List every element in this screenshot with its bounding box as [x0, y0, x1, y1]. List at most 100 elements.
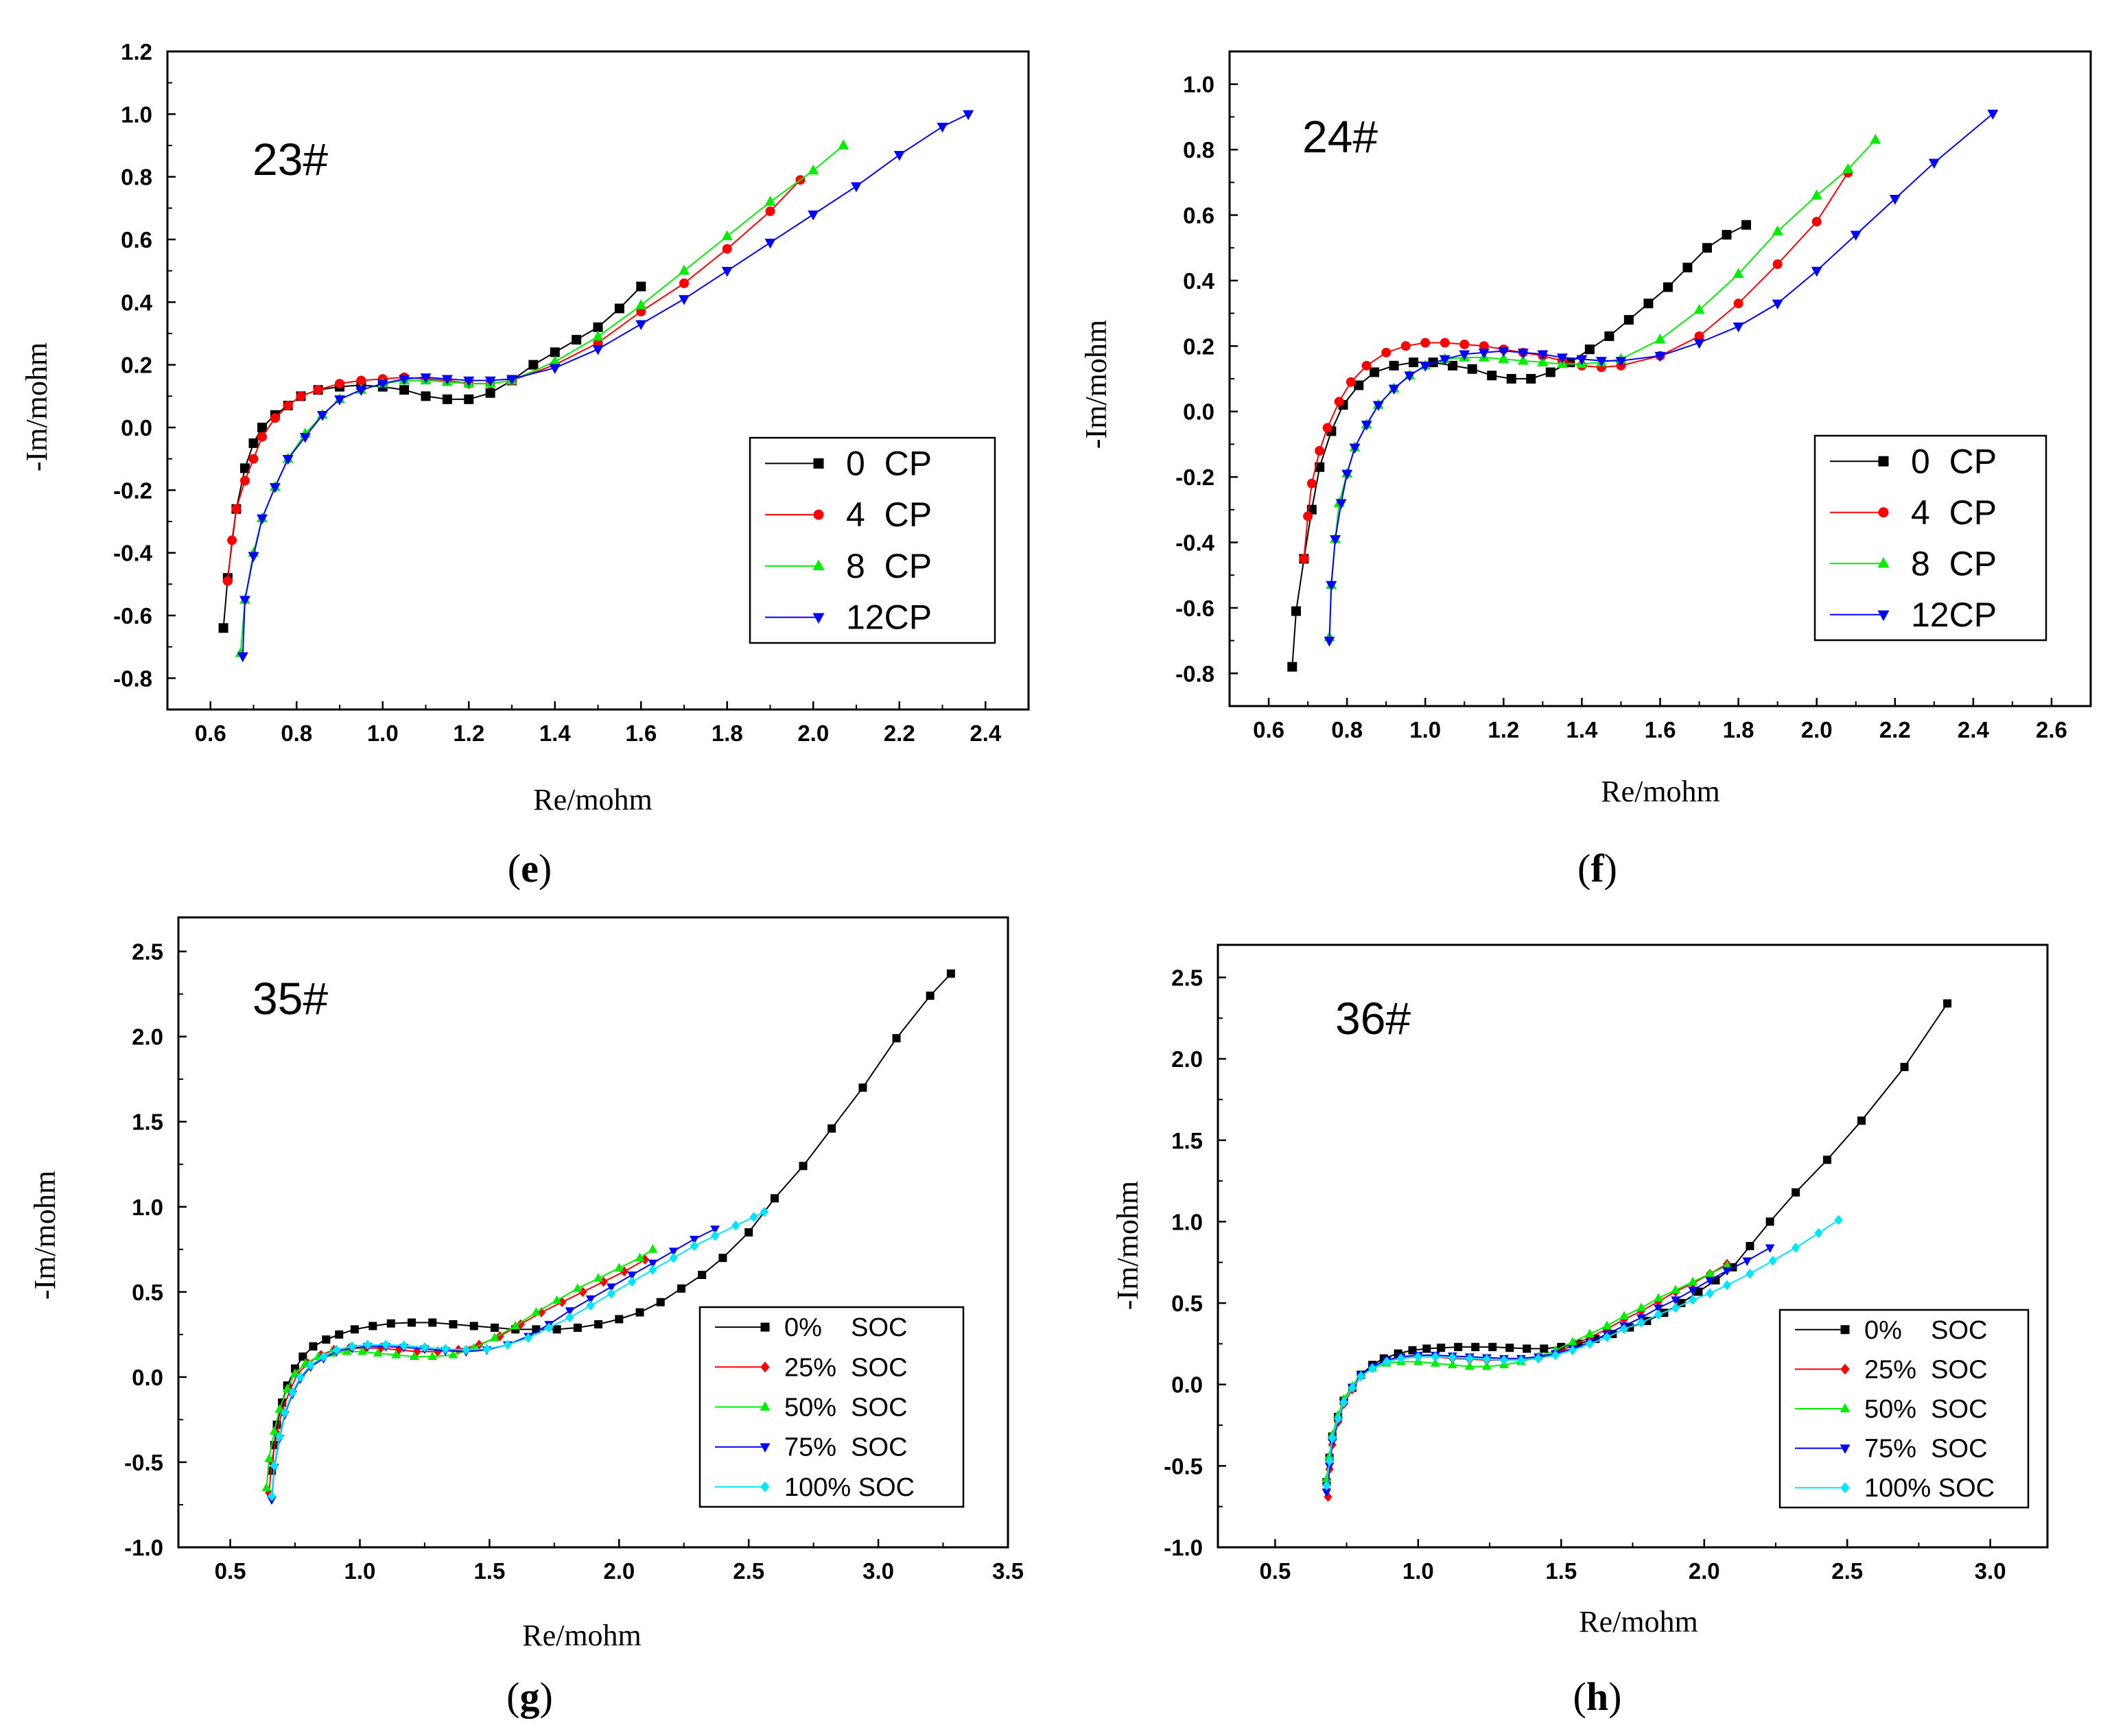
caption-paren-close: ): [1608, 1674, 1621, 1719]
x-tick-label: 1.0: [367, 720, 399, 746]
data-point: [594, 1319, 603, 1328]
data-point: [1430, 1358, 1440, 1367]
y-tick-label: -1.0: [1164, 1535, 1203, 1560]
data-point: [528, 360, 539, 370]
data-point: [1671, 1302, 1680, 1313]
legend-label: 75% SOC: [784, 1433, 908, 1462]
data-point: [1322, 1480, 1331, 1491]
data-point: [1437, 1344, 1446, 1352]
data-point: [290, 1368, 300, 1377]
x-tick-label: 2.2: [884, 720, 915, 746]
y-tick-label: 1.0: [121, 102, 152, 127]
data-point: [334, 395, 345, 406]
y-tick-label: 2.5: [1171, 965, 1203, 990]
legend-label: 12CP: [846, 598, 932, 637]
y-tick-label: 0.2: [1183, 333, 1214, 359]
y-tick-label: 0.0: [1171, 1372, 1203, 1398]
legend-label: 50% SOC: [784, 1394, 908, 1422]
legend-swatch-marker: [1877, 556, 1890, 568]
data-point: [421, 391, 431, 401]
data-point: [1448, 1352, 1457, 1363]
data-point: [218, 623, 228, 633]
y-tick-label: 0.6: [121, 227, 152, 253]
data-point: [1705, 1276, 1715, 1286]
x-axis-label: Re/mohm: [1579, 1605, 1698, 1639]
data-point: [893, 151, 905, 161]
data-point: [1447, 1359, 1457, 1369]
data-point: [851, 182, 862, 193]
sample-annotation: 23#: [253, 134, 328, 185]
data-point: [1464, 1361, 1475, 1370]
data-point: [1299, 554, 1309, 564]
series-line: [1328, 139, 1877, 637]
data-point: [280, 1407, 290, 1418]
y-tick-label: -0.4: [113, 541, 153, 566]
data-point: [679, 295, 690, 305]
data-point: [1834, 1215, 1843, 1225]
y-tick-label: -0.5: [124, 1450, 163, 1475]
panel-caption: (f): [1577, 846, 1617, 891]
data-point: [1702, 243, 1712, 253]
data-point: [1791, 1242, 1800, 1253]
data-point: [1482, 1354, 1492, 1365]
caption-paren-close: ): [540, 1674, 553, 1719]
data-point: [503, 1339, 512, 1350]
data-point: [1498, 347, 1510, 357]
data-point: [1765, 1244, 1775, 1254]
x-tick-label: 2.0: [797, 720, 829, 746]
data-point: [270, 413, 280, 423]
data-point: [427, 1351, 438, 1361]
x-tick-label: 2.0: [1801, 717, 1833, 742]
data-point: [677, 1284, 685, 1293]
x-tick-label: 2.0: [603, 1558, 635, 1584]
data-point: [614, 1263, 624, 1271]
data-point: [1306, 478, 1317, 489]
data-point: [1354, 380, 1364, 390]
data-point: [946, 969, 955, 978]
data-point: [545, 1322, 554, 1333]
data-point: [1792, 1188, 1800, 1197]
x-tick-label: 1.6: [625, 720, 657, 746]
y-tick-label: -0.6: [1175, 596, 1214, 621]
data-point: [1943, 999, 1952, 1008]
data-point: [1400, 341, 1411, 351]
data-point: [679, 264, 690, 275]
legend-label: 8 CP: [1911, 544, 1997, 583]
data-point: [531, 1306, 541, 1316]
y-tick-label: 1.2: [121, 39, 152, 64]
data-point: [335, 379, 345, 389]
series-2: [1324, 1258, 1732, 1502]
legend: 0 CP 4 CP 8 CP 12CP: [749, 436, 996, 644]
x-tick-label: 1.8: [712, 720, 743, 746]
data-point: [1585, 1328, 1595, 1338]
data-point: [1619, 1324, 1629, 1335]
data-point: [1654, 1293, 1663, 1302]
data-point: [1688, 1287, 1698, 1295]
legend-label: 0 CP: [1911, 442, 1997, 480]
y-tick-label: -1.0: [124, 1535, 163, 1560]
data-point: [322, 1335, 331, 1344]
data-point: [1693, 338, 1705, 349]
data-point: [1357, 1371, 1365, 1382]
plot-frame: [177, 916, 1009, 1549]
y-tick-label: -0.2: [113, 478, 152, 503]
data-point: [257, 432, 268, 442]
data-point: [718, 1254, 727, 1263]
legend-box: [749, 436, 996, 644]
data-point: [1857, 1116, 1866, 1125]
data-point: [1842, 163, 1854, 174]
series-line: [266, 1248, 653, 1488]
data-point: [710, 1225, 720, 1234]
chart-f: 0.6 0.8 1.0 1.2 1.4 1.6 1.8 2.0 2.2 2.4 2.6 -0.8 -0.…: [1079, 50, 2092, 891]
data-point: [760, 1206, 769, 1217]
data-point: [1584, 344, 1595, 355]
data-point: [1516, 1354, 1526, 1365]
series-line: [1303, 172, 1849, 559]
data-point: [1722, 230, 1732, 240]
series-line: [1326, 1219, 1840, 1486]
x-tick-label: 0.5: [215, 1558, 246, 1584]
data-point: [1705, 1288, 1715, 1299]
data-point: [409, 1351, 419, 1361]
legend-swatch-marker: [760, 1401, 771, 1411]
data-point: [1303, 511, 1313, 521]
